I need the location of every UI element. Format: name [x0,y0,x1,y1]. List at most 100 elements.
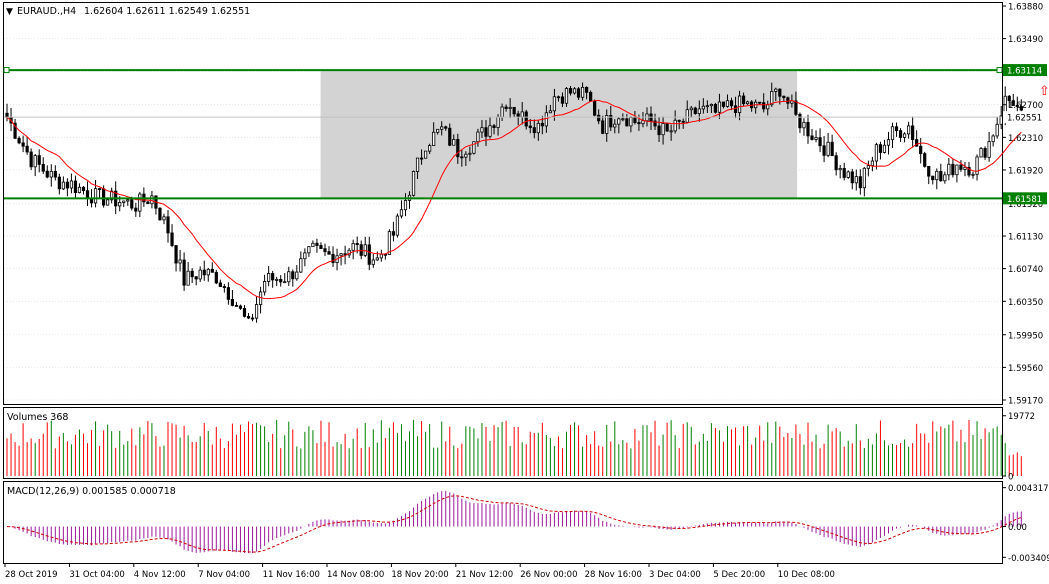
price-tick-label: 1.59950 [1008,331,1043,341]
candle-body [363,244,367,256]
candle-body [770,90,774,106]
candle-body [617,118,621,125]
candle-body [440,126,444,130]
candle-body [842,168,846,178]
candle-body [1019,106,1023,111]
time-tick-label: 4 Nov 12:00 [134,570,186,580]
candle-body [102,188,106,206]
candle-body [403,200,408,211]
candle-body [230,299,235,306]
candle-body [846,171,850,178]
resistance-price-tag: 1.63114 [1007,67,1042,77]
candle-body [254,304,259,319]
candle-body [170,232,174,246]
candle-body [758,101,762,104]
candle-body [874,144,879,162]
candle-body [222,286,226,288]
candle-body [782,95,786,99]
candle-body [625,118,629,127]
volume-bars [6,419,1022,476]
time-tick-label: 26 Nov 00:00 [520,570,577,580]
candle-body [81,186,86,192]
candle-body [657,125,661,136]
candle-body [444,126,448,129]
candle-body [53,170,57,178]
candle-body [902,133,907,138]
candle-body [106,199,110,206]
candle-body [480,127,484,133]
candle-body [886,139,891,146]
candle-body [798,113,802,129]
candle-body [387,231,391,255]
candle-body [57,176,61,190]
current-price-tag-bg [1003,111,1047,124]
candle-body [29,151,33,168]
price-tick-label: 1.60740 [1008,265,1043,275]
candle-body [1007,95,1011,102]
candle-body [395,215,400,236]
candle-body [733,105,738,113]
candle-body [746,101,750,105]
candle-body [778,88,782,97]
time-tick-label: 28 Oct 2019 [5,570,58,580]
candle-body [319,245,323,250]
candle-body [190,270,194,278]
candle-body [593,100,597,116]
candle-body [488,125,492,137]
candle-body [291,271,295,280]
candle-body [568,88,573,94]
candle-body [838,168,842,171]
candle-body [951,163,955,176]
macd-tick-label: 0.004317 [1008,484,1049,494]
candle-body [878,144,883,153]
candle-body [830,141,834,157]
candle-body [299,258,303,273]
candle-body [721,101,726,107]
candle-body [73,180,78,193]
candle-body [460,156,464,159]
candle-body [138,193,142,212]
candle-body [544,112,548,127]
candle-body [850,171,854,184]
candle-body [701,105,705,110]
time-tick-label: 3 Dec 04:00 [649,570,701,580]
candle-body [669,130,673,133]
range-box [320,70,798,199]
candle-body [61,181,65,190]
candle-body [504,106,508,109]
resistance-handle-left[interactable] [3,67,10,74]
candle-body [786,97,790,104]
candle-body [77,186,82,193]
candle-body [419,157,424,160]
chart-header-arrow-icon[interactable]: ▼ [6,7,13,17]
candle-body [665,123,669,132]
candle-body [41,164,45,172]
candle-body [737,95,742,113]
candle-body [673,119,677,132]
candle-body [118,201,122,207]
candle-body [725,100,730,107]
candle-body [894,126,899,132]
candle-body [641,120,645,125]
candle-body [275,279,279,281]
candle-body [766,104,770,110]
candle-body [697,108,701,114]
candle-body [548,110,552,114]
candle-body [911,125,915,141]
candle-body [174,245,178,264]
candle-body [995,123,999,137]
candle-body [69,180,74,189]
up-arrow-icon[interactable]: ⇧ [1039,84,1049,99]
resistance-handle-right[interactable] [996,67,1003,74]
candle-body [915,139,919,147]
candle-body [826,141,830,156]
candle-body [975,156,979,175]
candle-body [182,259,186,286]
candle-body [564,88,569,104]
candle-body [238,305,243,309]
time-tick-label: 10 Dec 08:00 [778,570,835,580]
price-tick-label: 1.62700 [1008,101,1043,111]
candle-body [862,167,866,189]
candle-body [130,199,134,209]
